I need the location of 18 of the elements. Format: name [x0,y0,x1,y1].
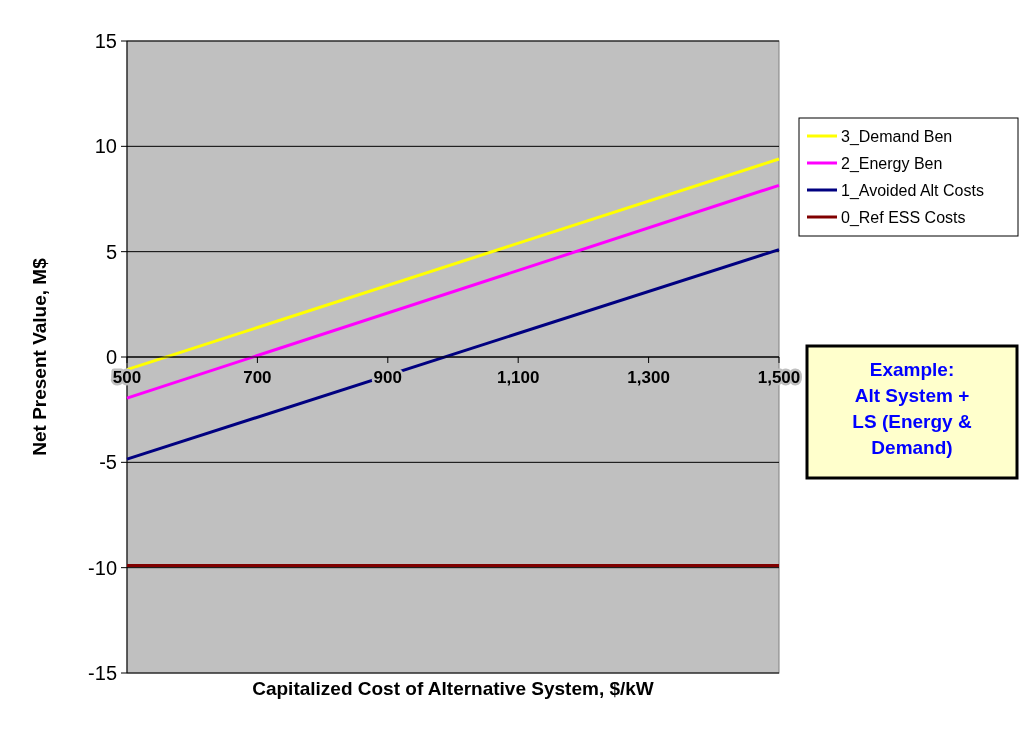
legend-label: 3_Demand Ben [841,127,953,146]
legend-label: 1_Avoided Alt Costs [841,181,984,200]
y-tick-label: -5 [99,451,117,474]
y-tick-label: 10 [94,135,117,158]
y-tick-label: 15 [94,30,117,52]
y-tick-label: -10 [88,556,117,579]
y-axis-title: Net Present Value, M$ [29,257,50,456]
x-tick-label: 1,100 [496,368,540,387]
legend-label: 0_Ref ESS Costs [841,208,966,227]
legend-label: 2_Energy Ben [841,154,943,173]
x-axis-title: Capitalized Cost of Alternative System, $/kW [252,678,654,699]
y-tick-label: 0 [105,346,117,368]
y-tick-label: -15 [88,662,117,684]
y-tick-label: 5 [105,240,117,263]
x-tick-label: 700 [243,368,272,387]
text: Example: Alt System + LS (Energy & Demand) [852,359,972,458]
x-tick-label: 1,500 [757,368,801,387]
x-tick-label: 1,300 [627,368,670,387]
